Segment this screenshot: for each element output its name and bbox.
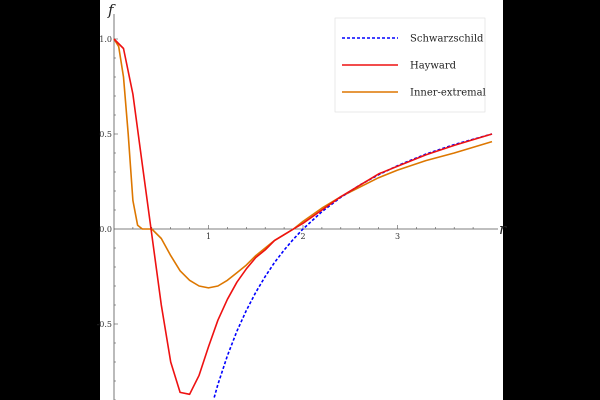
y-tick-label: 0.0 — [99, 225, 112, 234]
legend: Schwarzschild Hayward Inner-extremal — [334, 17, 486, 113]
x-tick-label: 2 — [300, 232, 305, 241]
x-tick-label: 1 — [206, 232, 211, 241]
series-line-hayward — [113, 38, 493, 396]
y-tick-label: -0.5 — [97, 320, 112, 329]
legend-label: Schwarzschild — [410, 34, 484, 45]
axes: 1 2 3 1.0 0.5 0.0 -0.5 r f — [97, 1, 507, 400]
legend-label: Inner-extremal — [410, 88, 486, 99]
y-tick-label: 0.5 — [99, 130, 112, 139]
series-line-inner-extremal — [113, 38, 493, 289]
series-layer — [113, 38, 493, 398]
legend-label: Hayward — [410, 61, 457, 72]
y-axis-label: f — [107, 1, 116, 19]
x-axis-label: r — [499, 220, 507, 238]
x-tick-label: 3 — [395, 232, 400, 241]
y-tick-label: 1.0 — [99, 35, 112, 44]
